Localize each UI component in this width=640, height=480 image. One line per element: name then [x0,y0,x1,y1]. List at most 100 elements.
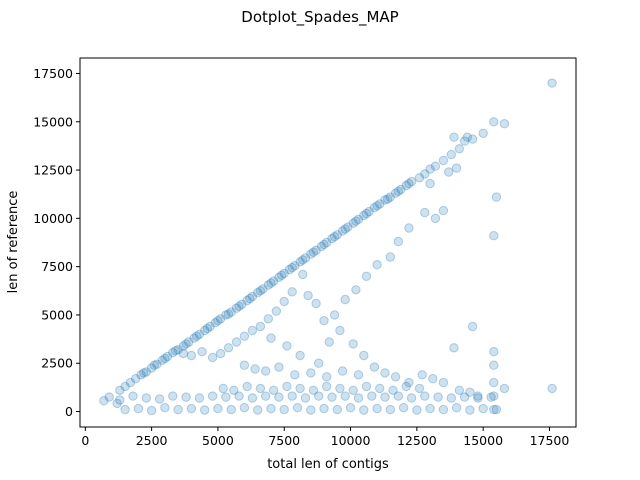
data-point [263,314,273,324]
data-point [351,216,361,226]
data-point [266,403,276,414]
data-point [337,366,348,376]
data-point [295,350,305,361]
data-point [547,78,557,88]
data-point [417,370,427,380]
data-point [361,381,372,392]
data-point [237,299,247,309]
data-point [261,366,271,376]
data-point [194,393,205,403]
data-point [499,119,510,129]
data-point [139,368,149,378]
y-tick-label: 12500 [33,163,73,178]
data-point [467,321,478,332]
data-point [459,136,470,146]
data-point [340,391,350,401]
data-point [491,404,502,415]
data-point [367,391,377,401]
data-point [489,404,499,415]
data-point [489,360,499,370]
data-point [385,252,395,262]
y-tick-label: 0 [65,404,73,419]
data-point [239,403,250,413]
data-point [218,383,228,394]
data-point [324,337,334,347]
data-point [311,245,321,255]
x-tick-label: 5000 [202,433,234,448]
data-point [104,392,114,402]
data-point [451,163,462,173]
data-point [319,403,329,414]
x-tick-label: 17500 [530,433,570,448]
plot-frame [79,57,577,428]
data-point [300,393,311,403]
data-point [327,233,337,244]
data-point [184,337,194,347]
data-point [287,391,297,401]
data-point [316,241,327,252]
data-point [478,128,488,139]
data-point [157,355,167,365]
data-point [279,268,289,279]
data-point [404,377,414,388]
data-point [115,395,125,405]
data-point [428,374,438,384]
x-tick-label: 15000 [463,433,503,448]
y-tick-label: 5000 [41,307,73,322]
data-point [115,385,125,395]
data-point [489,117,499,127]
data-point [298,269,308,280]
data-point [375,199,385,209]
data-point [491,192,502,202]
data-point [263,280,273,290]
data-point [306,249,316,259]
data-point [454,144,464,154]
data-point [385,192,395,202]
data-point [314,391,324,401]
data-point [141,367,152,377]
data-point [120,404,130,415]
data-point [112,398,122,409]
data-point [168,391,178,401]
data-point [306,405,316,415]
data-point [351,285,361,295]
data-point [433,392,443,402]
data-point [242,295,252,306]
data-point [343,222,353,232]
data-point [385,404,395,415]
data-point [215,348,226,359]
data-point [146,405,157,416]
data-point [181,339,191,349]
data-point [345,403,356,413]
data-point [146,363,157,373]
data-point [404,223,414,233]
data-point [287,262,297,273]
data-point [194,329,205,339]
data-point [314,358,324,368]
data-point [489,391,499,401]
data-point [459,392,470,402]
data-point [231,303,242,313]
data-point [329,310,340,320]
data-point [462,132,472,142]
data-point [332,404,342,415]
data-point [438,404,449,415]
data-point [404,178,414,189]
data-point [168,347,178,358]
data-point [489,377,499,388]
data-point [226,404,236,415]
data-point [319,239,329,250]
data-point [359,350,369,361]
x-axis-ticks: 0 2500 5000 7500 10000 12500 15000 17500 [81,427,569,448]
data-point [444,167,454,177]
data-point [335,383,345,394]
data-point [186,403,197,414]
data-point [239,360,250,370]
data-point [295,383,305,394]
data-point [125,377,136,388]
data-point [247,325,258,336]
data-point [136,370,146,380]
data-point [380,195,390,205]
points-layer [99,78,557,416]
data-point [261,391,271,401]
